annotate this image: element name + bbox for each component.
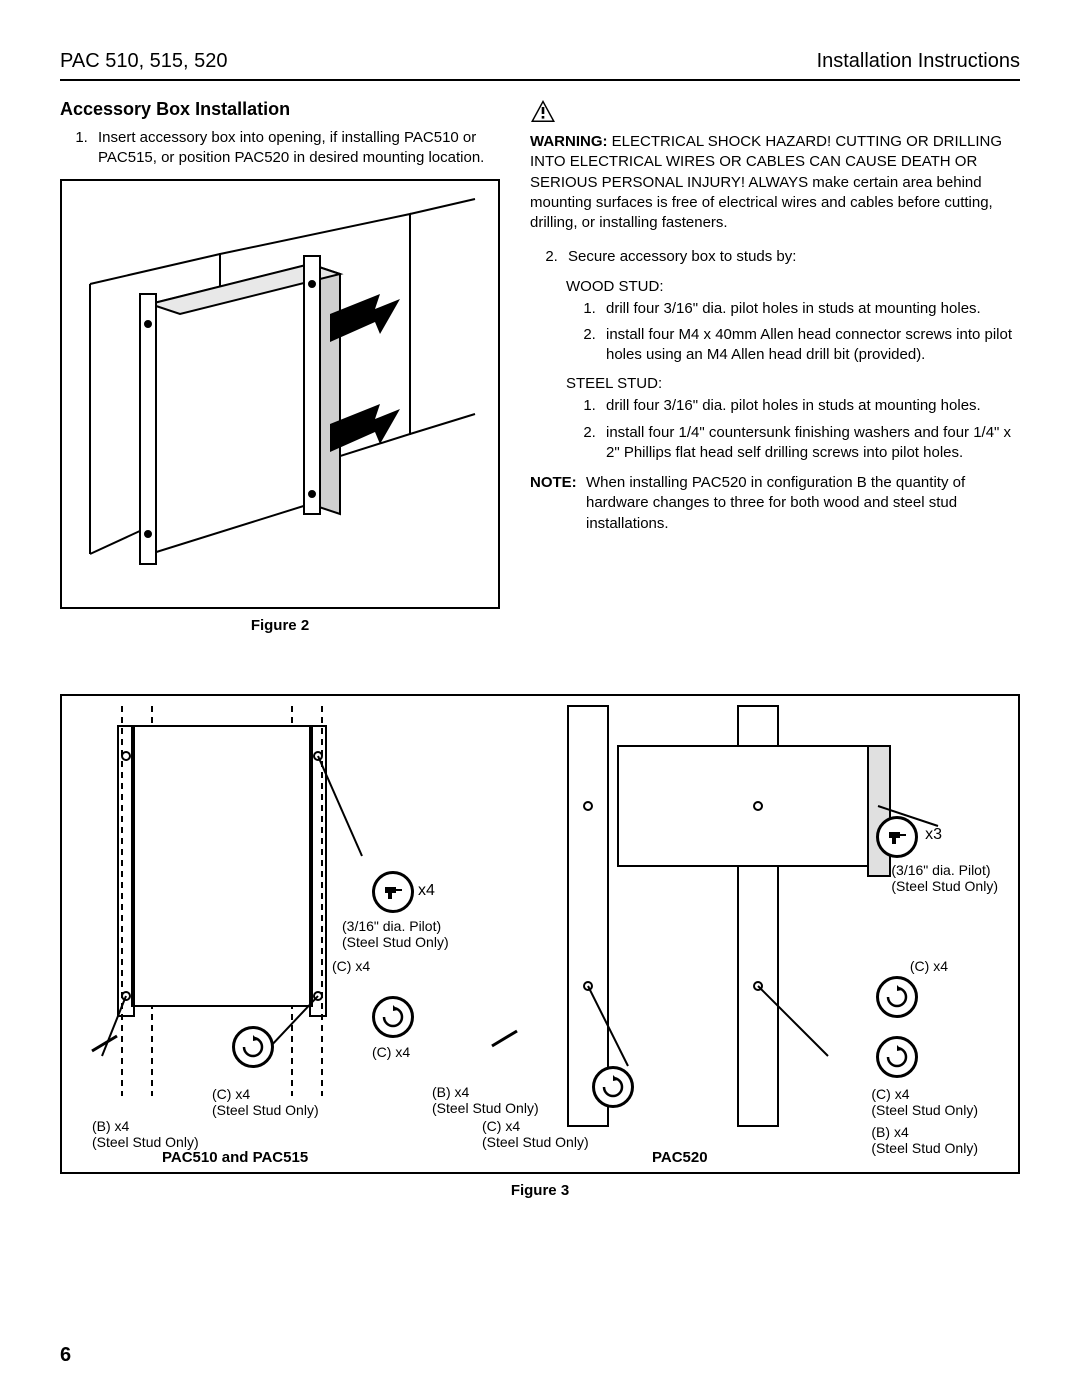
model-label-left: PAC510 and PAC515 — [162, 1149, 308, 1166]
step-2-intro: Secure accessory box to studs by: — [562, 247, 1020, 267]
right-column: WARNING: ELECTRICAL SHOCK HAZARD! CUTTIN… — [530, 99, 1020, 634]
left-column: Accessory Box Installation Insert access… — [60, 99, 500, 634]
right-steps: Secure accessory box to studs by: — [562, 247, 1020, 267]
c-x4-label-r1: (C) x4 — [910, 958, 948, 975]
b-x4-text-2: (B) x4 — [432, 1084, 469, 1100]
steel-only-text-2: (Steel Stud Only) — [891, 878, 998, 894]
c-x4-label-4: (C) x4 (Steel Stud Only) — [482, 1118, 589, 1152]
pilot-label-left: (3/16" dia. Pilot) (Steel Stud Only) — [342, 918, 449, 952]
wood-stud-head: WOOD STUD: — [566, 278, 1020, 295]
steel-only-text-r3: (Steel Stud Only) — [871, 1140, 978, 1156]
c-x4-text-3: (C) x4 — [212, 1086, 250, 1102]
steel-step-2: install four 1/4" countersunk finishing … — [600, 423, 1020, 464]
screw-callout-1 — [232, 1026, 274, 1068]
wood-step-2: install four M4 x 40mm Allen head connec… — [600, 325, 1020, 366]
steel-only-text-r2: (Steel Stud Only) — [871, 1102, 978, 1118]
x4-label-left: x4 — [418, 882, 435, 900]
steel-only-text-5: (Steel Stud Only) — [432, 1100, 539, 1116]
screw-callout-4 — [876, 976, 918, 1018]
steel-only-text-3: (Steel Stud Only) — [212, 1102, 319, 1118]
c-x4-label-2: (C) x4 — [372, 1044, 410, 1061]
screw-callout-3 — [592, 1066, 634, 1108]
figure-2-diagram — [80, 194, 480, 594]
b-x4-text-r: (B) x4 — [871, 1124, 908, 1140]
c-x4-label-1: (C) x4 — [332, 958, 370, 975]
note-block: NOTE: When installing PAC520 in configur… — [530, 473, 1020, 534]
wood-step-1: drill four 3/16" dia. pilot holes in stu… — [600, 299, 1020, 319]
note-label: NOTE: — [530, 473, 586, 534]
b-x4-text-1: (B) x4 — [92, 1118, 129, 1134]
figure-3-caption: Figure 3 — [60, 1182, 1020, 1199]
model-label-right: PAC520 — [652, 1149, 708, 1166]
figure-3-box: x4 x3 (3/16" dia. Pilot) (Steel Stud Onl… — [60, 694, 1020, 1174]
pilot-text-1: (3/16" dia. Pilot) — [342, 918, 441, 934]
content-columns: Accessory Box Installation Insert access… — [60, 99, 1020, 634]
c-x4-label-3: (C) x4 (Steel Stud Only) — [212, 1086, 319, 1120]
steel-only-text-6: (Steel Stud Only) — [482, 1134, 589, 1150]
screw-callout-5 — [876, 1036, 918, 1078]
note-text: When installing PAC520 in configuration … — [586, 473, 1020, 534]
c-x4-text-4: (C) x4 — [482, 1118, 520, 1134]
warning-block: WARNING: ELECTRICAL SHOCK HAZARD! CUTTIN… — [530, 132, 1020, 233]
header-left: PAC 510, 515, 520 — [60, 50, 228, 73]
pilot-label-right: (3/16" dia. Pilot) (Steel Stud Only) — [891, 862, 998, 896]
warning-label: WARNING: — [530, 133, 608, 150]
page-number: 6 — [60, 1344, 71, 1367]
figure-2-box — [60, 179, 500, 609]
c-x4-text-r2: (C) x4 — [871, 1086, 909, 1102]
figure-2-caption: Figure 2 — [60, 617, 500, 634]
x3-label-right: x3 — [925, 826, 942, 844]
header-right: Installation Instructions — [817, 50, 1020, 73]
wood-stud-steps: drill four 3/16" dia. pilot holes in stu… — [600, 299, 1020, 366]
c-x4-label-r2: (C) x4 (Steel Stud Only) — [871, 1086, 978, 1120]
b-x4-label-r: (B) x4 (Steel Stud Only) — [871, 1124, 978, 1158]
steel-only-text-1: (Steel Stud Only) — [342, 934, 449, 950]
left-steps: Insert accessory box into opening, if in… — [92, 128, 500, 169]
warning-icon — [530, 99, 556, 128]
drill-callout-right — [876, 816, 918, 858]
step-1: Insert accessory box into opening, if in… — [92, 128, 500, 169]
pilot-text-2: (3/16" dia. Pilot) — [891, 862, 990, 878]
page-header: PAC 510, 515, 520 Installation Instructi… — [60, 50, 1020, 81]
screw-callout-2 — [372, 996, 414, 1038]
b-x4-label-2: (B) x4 (Steel Stud Only) — [432, 1084, 539, 1118]
steel-stud-steps: drill four 3/16" dia. pilot holes in stu… — [600, 396, 1020, 463]
b-x4-label-1: (B) x4 (Steel Stud Only) — [92, 1118, 199, 1152]
figure-3-wrap: x4 x3 (3/16" dia. Pilot) (Steel Stud Onl… — [60, 694, 1020, 1199]
section-title: Accessory Box Installation — [60, 99, 500, 120]
steel-step-1: drill four 3/16" dia. pilot holes in stu… — [600, 396, 1020, 416]
drill-callout-left — [372, 871, 414, 913]
steel-stud-head: STEEL STUD: — [566, 375, 1020, 392]
